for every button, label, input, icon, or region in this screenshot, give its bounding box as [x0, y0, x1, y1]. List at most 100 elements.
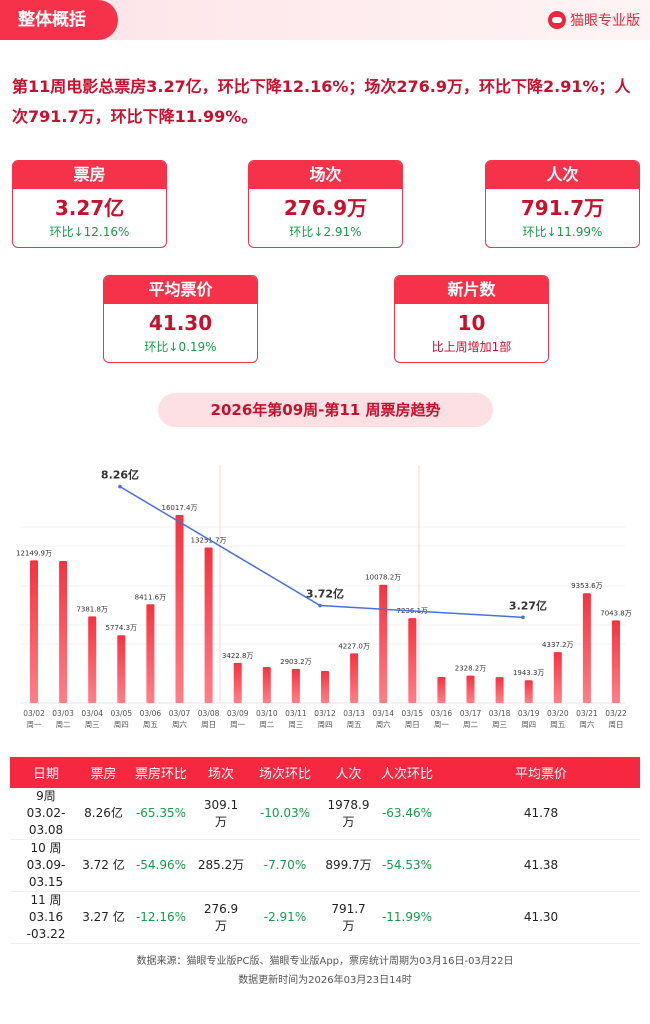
date-range: 03.09-03.15 — [26, 858, 66, 889]
bar-03/12 — [321, 670, 329, 703]
x-tick-weekday: 周四 — [521, 720, 536, 729]
section-title: 整体概括 — [0, 0, 118, 40]
x-tick-weekday: 周六 — [172, 719, 187, 729]
bar-03/21 — [582, 593, 591, 703]
x-tick-date: 03/14 — [372, 709, 394, 718]
weekly-point — [118, 484, 122, 489]
bar-03/06 — [146, 604, 155, 703]
bar-03/14 — [379, 584, 388, 703]
cell-adm: 791.7 万 — [325, 891, 372, 944]
card-avg-price: 平均票价 41.30 环比↓0.19% — [103, 275, 258, 363]
date-range: 03.02-03.08 — [26, 806, 66, 837]
bar-03/13 — [350, 653, 359, 703]
bar-03/16 — [437, 677, 446, 703]
x-tick-date: 03/03 — [52, 709, 74, 718]
brand-logo: 猫眼专业版 — [548, 10, 640, 30]
col-header: 场次环比 — [245, 757, 325, 788]
cell-adm-chg: -11.99% — [372, 891, 442, 944]
card-value: 41.30 — [148, 311, 213, 335]
cell-adm-chg: -63.46% — [372, 788, 442, 840]
cell-shows-chg: -7.70% — [245, 839, 325, 892]
bar-label: 4337.2万 — [542, 641, 574, 649]
cell-date: 10 周 03.09-03.15 — [10, 839, 82, 892]
bar-03/02 — [30, 560, 38, 703]
bar-label: 7381.8万 — [76, 605, 108, 613]
x-tick-weekday: 周二 — [56, 720, 71, 729]
card-title: 场次 — [249, 161, 402, 189]
bar-03/20 — [553, 652, 562, 703]
x-tick-date: 03/21 — [576, 709, 598, 718]
col-header: 人次 — [325, 757, 372, 788]
x-tick-date: 03/06 — [140, 709, 162, 718]
bar-03/10 — [262, 666, 271, 703]
bar-label: 13251.7万 — [191, 536, 227, 544]
card-title: 平均票价 — [104, 276, 257, 304]
card-value: 3.27亿 — [54, 196, 125, 220]
cell-price: 41.78 — [442, 788, 640, 840]
bar-03/08 — [204, 547, 213, 703]
weekly-label: 3.27亿 — [509, 598, 547, 612]
trend-title: 2026年第09周-第11 周票房趋势 — [158, 393, 493, 427]
bar-03/11 — [291, 668, 300, 703]
x-tick-weekday: 周五 — [347, 720, 362, 729]
cell-adm: 1978.9 万 — [325, 788, 372, 840]
card-value: 791.7万 — [520, 196, 605, 220]
cell-adm-chg: -54.53% — [372, 839, 442, 892]
bar-label: 2328.2万 — [455, 665, 487, 673]
update-time: 数据更新时间为2026年03月23日14时 — [238, 975, 412, 986]
cell-box-chg: -12.16% — [125, 891, 197, 944]
weekly-point — [318, 603, 322, 608]
x-tick-weekday: 周一 — [27, 720, 42, 729]
card-change: 环比↓0.19% — [144, 340, 217, 354]
card-shows: 场次 276.9万 环比↓2.91% — [248, 160, 403, 248]
cell-adm: 899.7万 — [325, 839, 372, 892]
bar-03/15 — [408, 618, 417, 703]
table-row: 11 周 03.16 -03.22 3.27 亿 -12.16% 276.9 万 -2.9… — [10, 891, 640, 944]
x-tick-date: 03/12 — [314, 709, 336, 718]
x-tick-weekday: 周日 — [405, 720, 420, 729]
bar-03/03 — [59, 560, 68, 703]
cell-box: 8.26亿 — [82, 788, 125, 840]
card-change: 环比↓11.99% — [522, 225, 603, 239]
x-tick-date: 03/20 — [547, 709, 569, 718]
card-new-films: 新片数 10 比上周增加1部 — [394, 275, 549, 363]
bar-label: 8411.6万 — [135, 593, 167, 601]
bar-label: 4227.0万 — [338, 642, 370, 650]
x-tick-date: 03/04 — [81, 709, 103, 718]
cell-date: 11 周 03.16 -03.22 — [10, 891, 82, 944]
bar-03/22 — [612, 620, 620, 703]
col-header: 日期 — [10, 757, 82, 788]
cell-shows-chg: -10.03% — [245, 788, 325, 840]
bar-03/05 — [117, 635, 126, 703]
x-tick-weekday: 周六 — [579, 719, 594, 729]
x-tick-weekday: 周五 — [550, 720, 565, 729]
card-change: 环比↓12.16% — [49, 225, 130, 239]
bar-03/17 — [466, 675, 475, 703]
x-tick-date: 03/17 — [460, 709, 482, 718]
x-tick-weekday: 周三 — [288, 720, 303, 729]
week-label: 10 周 — [30, 841, 62, 855]
card-value: 276.9万 — [283, 196, 368, 220]
card-title: 票房 — [13, 161, 166, 189]
card-change: 比上周增加1部 — [431, 340, 512, 354]
bar-label: 12149.9万 — [16, 549, 52, 557]
x-tick-weekday: 周日 — [609, 720, 624, 729]
cell-box-chg: -65.35% — [125, 788, 197, 840]
x-tick-date: 03/07 — [169, 709, 191, 718]
bar-03/19 — [524, 680, 533, 703]
x-tick-weekday: 周三 — [85, 720, 100, 729]
week-label: 11 周 — [30, 893, 62, 907]
cell-price: 41.38 — [442, 839, 640, 892]
weekly-table: 日期 票房 票房环比 场次 场次环比 人次 人次环比 平均票价 9周 03.02-… — [10, 757, 640, 944]
x-tick-weekday: 周日 — [201, 720, 216, 729]
col-header: 人次环比 — [372, 757, 442, 788]
bar-03/04 — [88, 616, 97, 703]
cell-box: 3.72 亿 — [82, 839, 125, 892]
card-box-office: 票房 3.27亿环比↓12.16% — [12, 160, 167, 248]
bar-label: 3422.8万 — [222, 652, 254, 660]
cell-shows-chg: -2.91% — [245, 891, 325, 944]
x-tick-date: 03/13 — [343, 709, 365, 718]
table-row: 10 周 03.09-03.15 3.72 亿 -54.96% 285.2万 -7.70%… — [10, 839, 640, 892]
data-source: 数据来源：猫眼专业版PC版、猫眼专业版App，票房统计周期为03月16日-03月… — [136, 956, 514, 967]
x-tick-date: 03/10 — [256, 709, 278, 718]
